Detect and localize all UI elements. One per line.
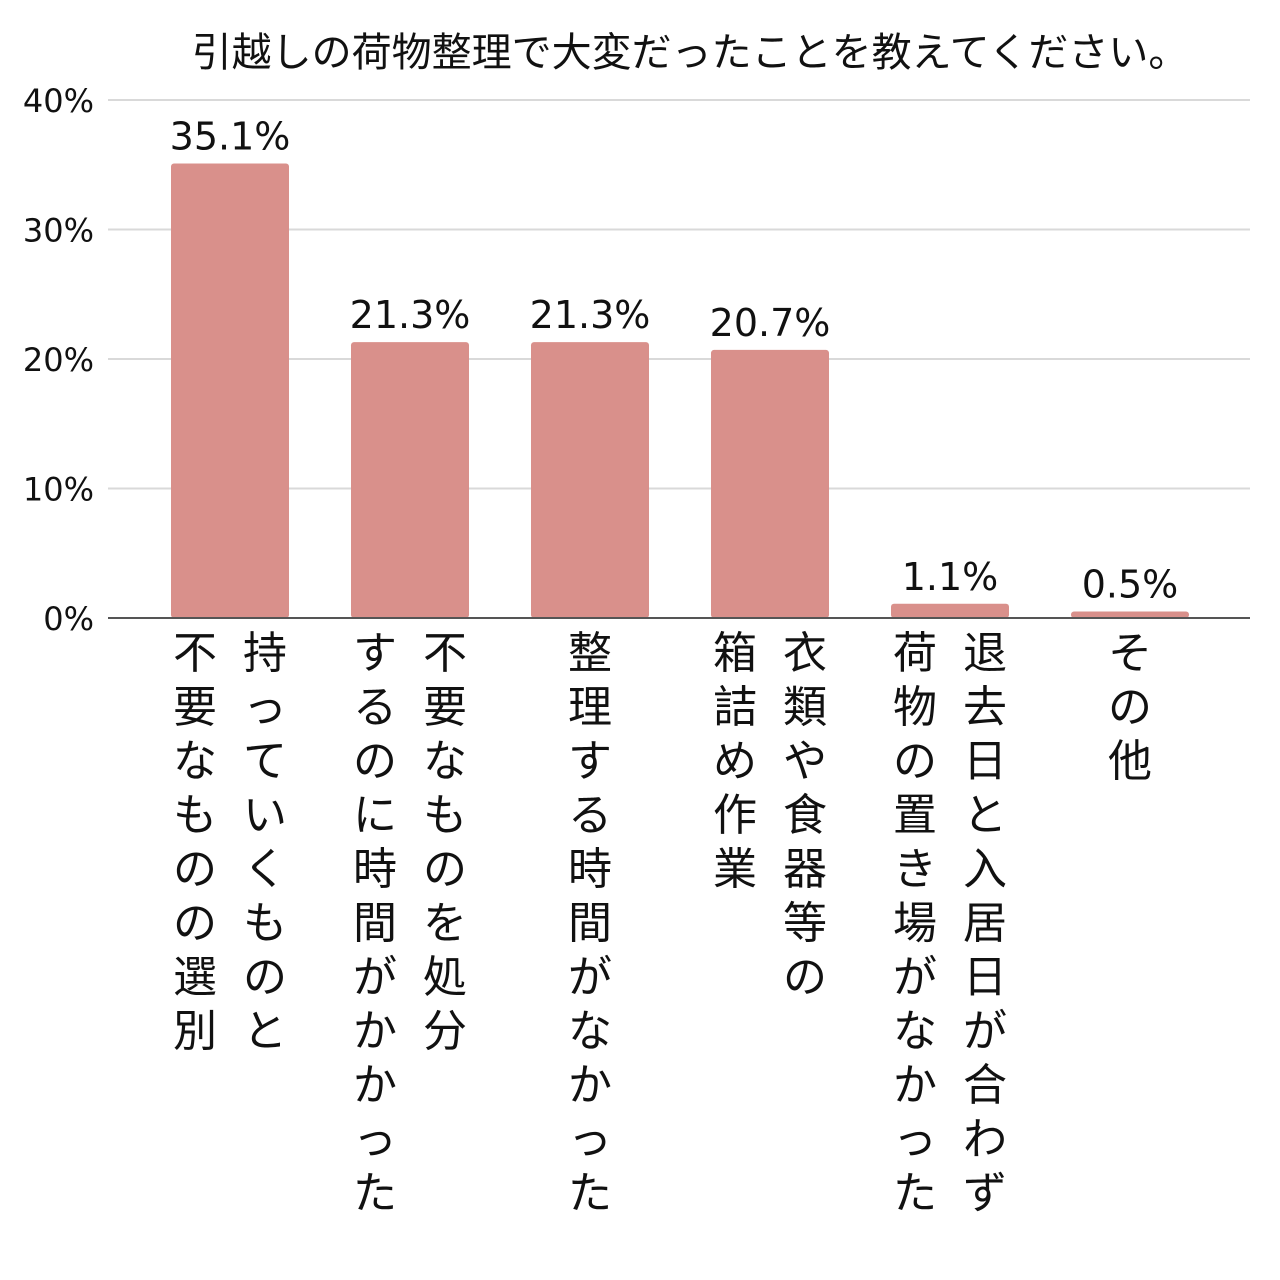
value-label: 20.7% bbox=[710, 301, 831, 345]
y-tick-label: 30% bbox=[23, 212, 94, 250]
value-label: 21.3% bbox=[530, 293, 651, 337]
x-tick-label: その他 bbox=[1108, 628, 1152, 787]
y-tick-label: 0% bbox=[43, 600, 94, 638]
bar bbox=[171, 163, 289, 618]
bar bbox=[891, 603, 1009, 618]
x-tick-label: 不要なものを処分 bbox=[423, 628, 467, 1057]
x-tick-label: 持っていくものと bbox=[243, 628, 287, 1057]
value-label: 21.3% bbox=[350, 293, 471, 337]
bar bbox=[531, 342, 649, 618]
x-tick-label: 整理する時間がなかった bbox=[568, 628, 612, 1219]
x-tick-label: するのに時間がかかった bbox=[353, 628, 397, 1219]
bar bbox=[1071, 611, 1189, 618]
value-label: 0.5% bbox=[1082, 563, 1179, 607]
x-tick-label: 退去日と入居日が合わず bbox=[963, 628, 1007, 1219]
chart-title: 引越しの荷物整理で大変だったことを教えてください。 bbox=[192, 30, 1189, 76]
x-tick-label: 荷物の置き場がなかった bbox=[893, 628, 937, 1219]
x-tick-label: 不要なものの選別 bbox=[173, 628, 217, 1057]
bar bbox=[351, 342, 469, 618]
bar bbox=[711, 349, 829, 618]
x-tick-label: 衣類や食器等の bbox=[783, 628, 827, 1003]
x-tick-label: 箱詰め作業 bbox=[713, 628, 757, 895]
y-tick-label: 40% bbox=[23, 82, 94, 120]
value-label: 1.1% bbox=[902, 555, 999, 599]
y-tick-label: 10% bbox=[23, 471, 94, 509]
y-tick-label: 20% bbox=[23, 341, 94, 379]
value-label: 35.1% bbox=[170, 114, 291, 158]
